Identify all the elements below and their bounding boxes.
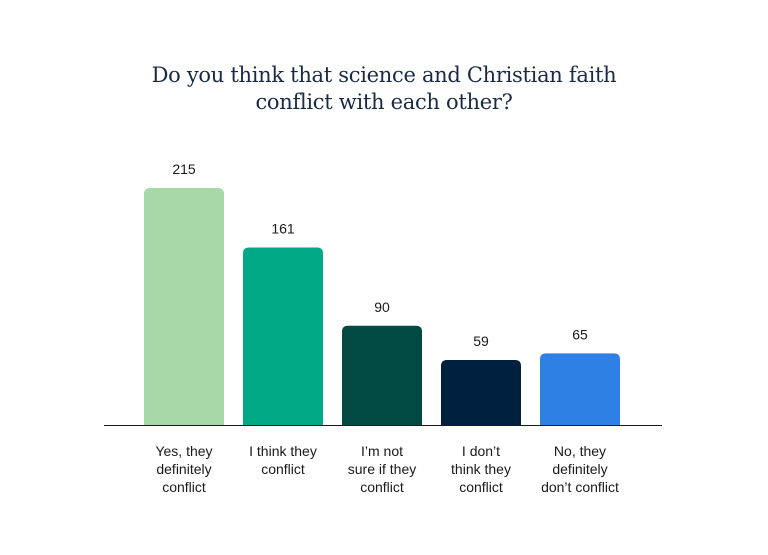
- category-label-line: I don’t: [462, 443, 500, 459]
- category-label-1: Yes, they definitely conflict: [155, 443, 212, 495]
- category-label-4: I don’t think they conflict: [451, 443, 511, 495]
- value-label-5: 65: [572, 326, 588, 342]
- category-label-line: don’t conflict: [541, 479, 619, 495]
- category-label-5: No, they definitely don’t conflict: [541, 443, 619, 495]
- category-label-line: definitely: [156, 461, 211, 477]
- bar-4: [441, 359, 521, 425]
- category-label-line: No, they: [554, 443, 606, 459]
- bar-3: [342, 325, 422, 425]
- bar-5: [540, 353, 620, 425]
- category-label-2: I think they conflict: [249, 443, 317, 477]
- chart-title-line-1: Do you think that science and Christian …: [151, 63, 617, 87]
- category-label-line: conflict: [261, 461, 305, 477]
- category-label-line: I’m not: [361, 443, 403, 459]
- category-label-line: conflict: [162, 479, 206, 495]
- value-label-4: 59: [473, 333, 489, 349]
- category-label-line: definitely: [552, 461, 607, 477]
- category-label-line: think they: [451, 461, 511, 477]
- category-label-line: sure if they: [348, 461, 416, 477]
- value-label-2: 161: [271, 221, 295, 237]
- category-label-line: I think they: [249, 443, 317, 459]
- category-label-line: conflict: [459, 479, 503, 495]
- value-label-1: 215: [172, 161, 196, 177]
- bar-2: [243, 247, 323, 425]
- chart-title-line-2: conflict with each other?: [255, 90, 513, 114]
- value-label-3: 90: [374, 299, 390, 315]
- category-label-line: Yes, they: [155, 443, 212, 459]
- bar-1: [144, 188, 224, 425]
- category-label-line: conflict: [360, 479, 404, 495]
- chart-title: Do you think that science and Christian …: [0, 62, 768, 116]
- category-label-3: I’m not sure if they conflict: [348, 443, 416, 495]
